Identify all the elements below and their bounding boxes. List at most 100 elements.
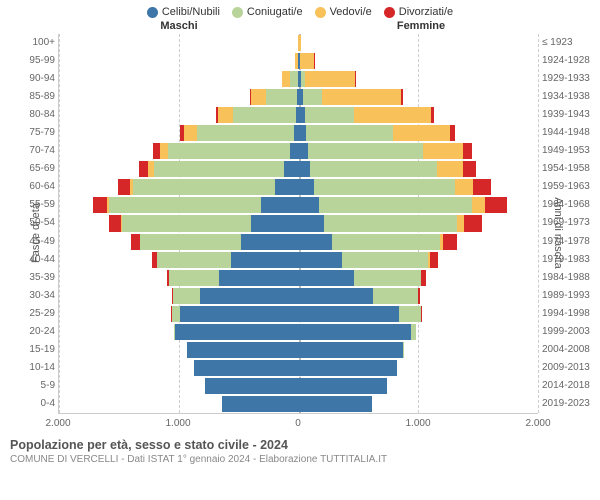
female-bar [299, 306, 539, 322]
bar-segment [354, 107, 431, 123]
male-bar [59, 53, 299, 69]
legend-item-celibi: Celibi/Nubili [147, 6, 220, 18]
age-row: 70-741949-1953 [59, 142, 538, 160]
bar-segment [299, 306, 400, 322]
birth-year-label: 1979-1983 [542, 255, 596, 265]
bar-segment [305, 107, 354, 123]
female-bar [299, 71, 539, 87]
female-bar [299, 89, 539, 105]
bar-segment [299, 252, 342, 268]
bar-segment [282, 71, 290, 87]
legend-swatch-icon [147, 7, 158, 18]
male-bar [59, 378, 299, 394]
age-label: 15-19 [15, 345, 55, 355]
age-row: 40-441979-1983 [59, 251, 538, 269]
female-bar [299, 360, 539, 376]
age-label: 10-14 [15, 363, 55, 373]
female-bar [299, 125, 539, 141]
female-bar [299, 215, 539, 231]
bar-segment [354, 270, 421, 286]
legend-label: Coniugati/e [247, 6, 303, 18]
bar-segment [139, 161, 149, 177]
bar-segment [184, 125, 197, 141]
birth-year-label: 1959-1963 [542, 182, 596, 192]
bar-segment [118, 179, 130, 195]
bar-segment [299, 234, 333, 250]
chart-container: Celibi/Nubili Coniugati/e Vedovi/e Divor… [0, 0, 600, 500]
legend-label: Celibi/Nubili [162, 6, 220, 18]
age-label: 90-94 [15, 74, 55, 84]
bar-segment [290, 71, 297, 87]
header-female: Femmine [300, 20, 542, 32]
birth-year-label: 1974-1978 [542, 237, 596, 247]
bar-segment [437, 161, 462, 177]
bar-segment [222, 396, 299, 412]
chart-area: Fasce di età Anni di nascita 100+≤ 19239… [4, 34, 596, 432]
bar-segment [219, 270, 298, 286]
bar-segment [450, 125, 455, 141]
bar-segment [443, 234, 456, 250]
x-tick-label: 2.000 [45, 418, 70, 429]
bar-segment [173, 288, 201, 304]
birth-year-label: 2009-2013 [542, 363, 596, 373]
chart-subtitle: COMUNE DI VERCELLI - Dati ISTAT 1° genna… [10, 454, 590, 465]
bar-segment [308, 143, 423, 159]
birth-year-label: 1939-1943 [542, 110, 596, 120]
male-bar [59, 288, 299, 304]
bar-segment [290, 143, 298, 159]
bar-segment [200, 288, 298, 304]
age-row: 50-541969-1973 [59, 214, 538, 232]
male-bar [59, 89, 299, 105]
male-bar [59, 161, 299, 177]
age-label: 70-74 [15, 146, 55, 156]
female-bar [299, 35, 539, 51]
age-label: 35-39 [15, 273, 55, 283]
bar-segment [205, 378, 298, 394]
bar-segment [157, 252, 231, 268]
footer: Popolazione per età, sesso e stato civil… [0, 432, 600, 465]
age-label: 45-49 [15, 237, 55, 247]
bar-segment [464, 215, 482, 231]
bar-segment [299, 125, 307, 141]
age-row: 25-291994-1998 [59, 305, 538, 323]
header-male: Maschi [58, 20, 300, 32]
female-bar [299, 270, 539, 286]
age-row: 90-941929-1933 [59, 70, 538, 88]
birth-year-label: 2014-2018 [542, 381, 596, 391]
male-bar [59, 342, 299, 358]
male-bar [59, 107, 299, 123]
male-bar [59, 306, 299, 322]
bar-segment [472, 197, 485, 213]
bar-segment [93, 197, 107, 213]
age-row: 45-491974-1978 [59, 233, 538, 251]
bar-segment [172, 306, 180, 322]
age-row: 35-391984-1988 [59, 269, 538, 287]
age-label: 80-84 [15, 110, 55, 120]
female-bar [299, 252, 539, 268]
age-label: 100+ [15, 38, 55, 48]
bar-segment [299, 143, 309, 159]
gender-headers: Maschi Femmine [0, 20, 600, 34]
bar-segment [314, 179, 455, 195]
bar-segment [154, 161, 285, 177]
female-bar [299, 161, 539, 177]
x-tick-label: 1.000 [405, 418, 430, 429]
bar-segment [299, 270, 354, 286]
x-tick-label: 2.000 [525, 418, 550, 429]
female-bar [299, 396, 539, 412]
male-bar [59, 35, 299, 51]
male-bar [59, 215, 299, 231]
age-row: 100+≤ 1923 [59, 34, 538, 52]
age-row: 80-841939-1943 [59, 106, 538, 124]
age-row: 85-891934-1938 [59, 88, 538, 106]
birth-year-label: 1964-1968 [542, 200, 596, 210]
legend-item-divorziati: Divorziati/e [384, 6, 453, 18]
bar-segment [299, 378, 388, 394]
age-row: 60-641959-1963 [59, 178, 538, 196]
x-tick-label: 1.000 [165, 418, 190, 429]
bar-segment [194, 360, 298, 376]
age-label: 50-54 [15, 218, 55, 228]
bar-segment [299, 288, 373, 304]
male-bar [59, 71, 299, 87]
bar-segment [299, 107, 306, 123]
